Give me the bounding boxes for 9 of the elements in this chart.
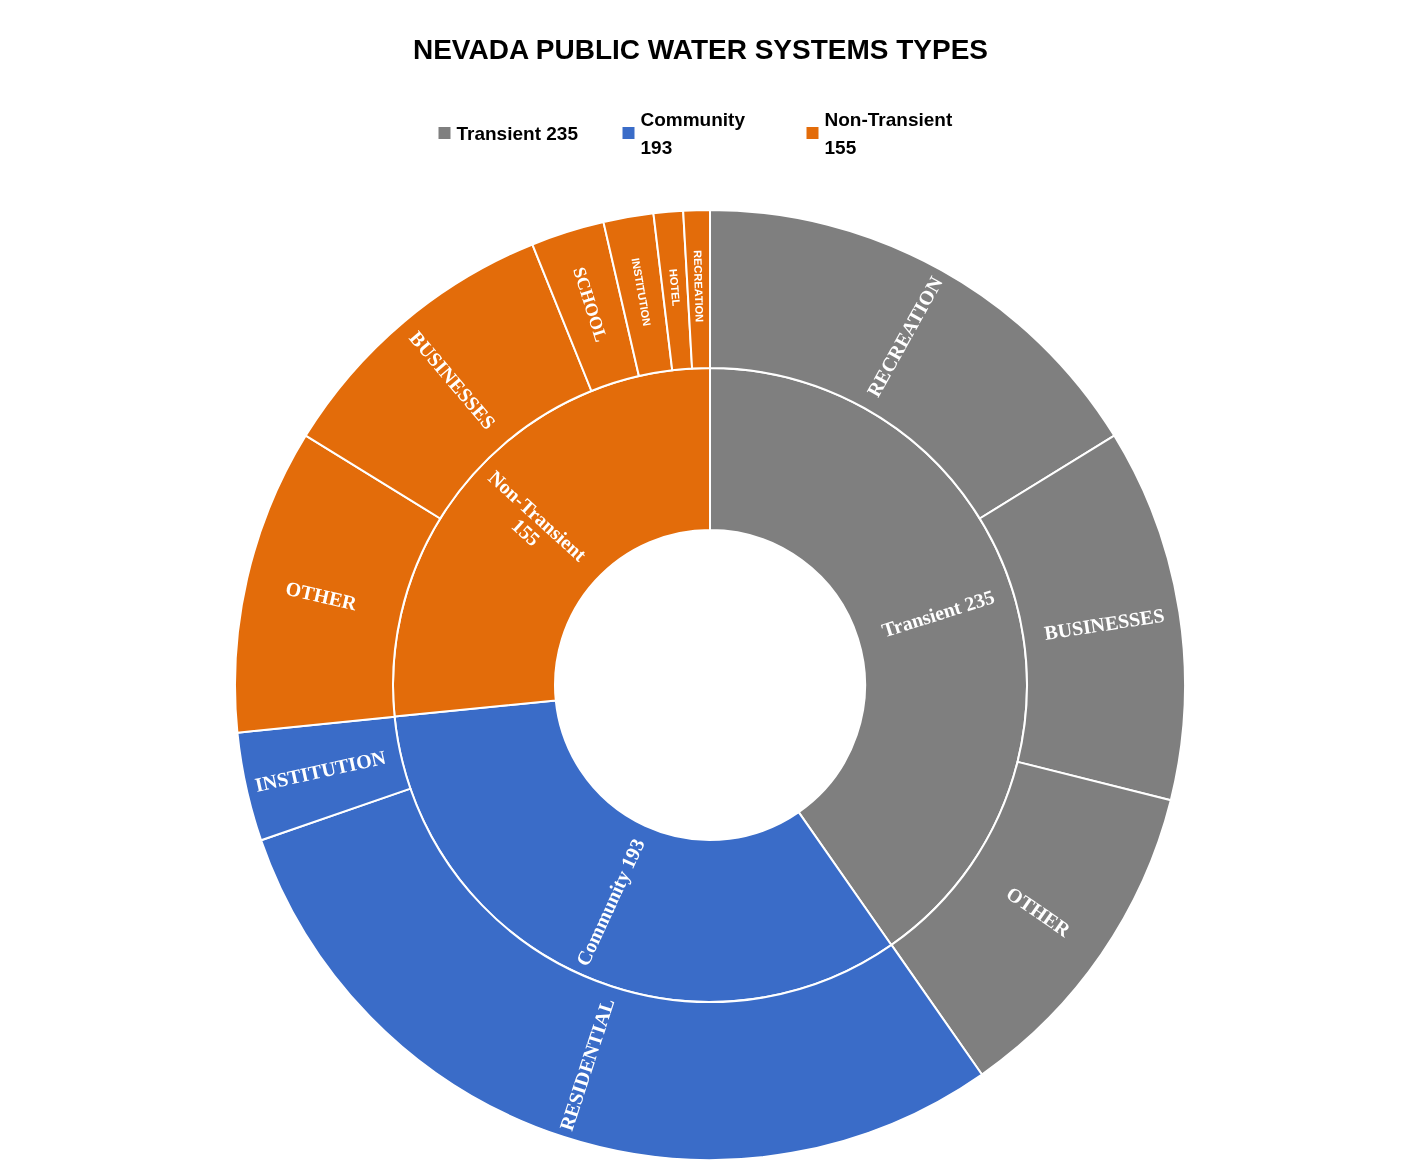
legend-label: Community 193	[640, 108, 751, 158]
slice-label: OTHER	[283, 576, 360, 615]
legend-label: Transient 235	[456, 122, 579, 144]
chart-title: NEVADA PUBLIC WATER SYSTEMS TYPES	[412, 33, 989, 65]
slice-label: BUSINESSES	[1042, 603, 1166, 644]
slice-label: Transient 235	[878, 585, 998, 642]
slice-label: RECREATION	[691, 250, 706, 323]
legend-label: Non-Transient 155	[824, 108, 958, 158]
slice-label: HOTEL	[667, 268, 683, 307]
